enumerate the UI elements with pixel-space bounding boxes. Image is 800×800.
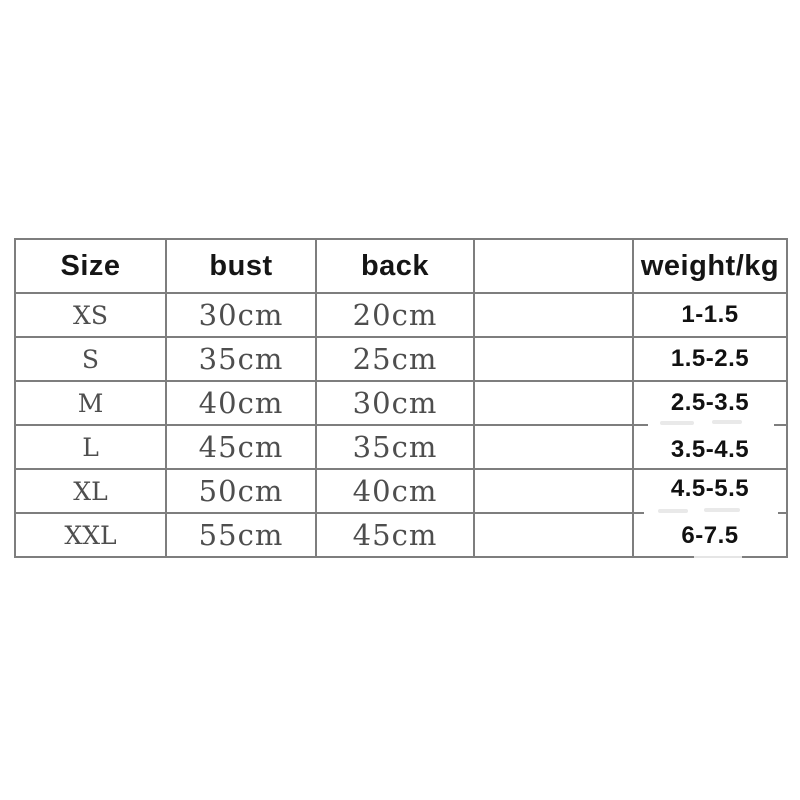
bust-cell: 45cm (165, 424, 317, 470)
weight-cell: 1.5-2.5 (632, 336, 788, 382)
table-row: S 35cm 25cm 1.5-2.5 (14, 336, 788, 382)
whiteout-patch (648, 417, 774, 431)
empty-cell (473, 468, 634, 514)
size-cell: XXL (14, 512, 167, 558)
bust-cell: 55cm (165, 512, 317, 558)
smudge-mark (704, 508, 740, 512)
weight-value: 2.5-3.5 (670, 389, 750, 416)
table-row: M 40cm 30cm 2.5-3.5 (14, 380, 788, 426)
smudge-mark (658, 509, 688, 513)
header-size: Size (14, 238, 167, 294)
weight-cell: 3.5-4.5 (632, 424, 788, 470)
bust-cell: 30cm (165, 292, 317, 338)
table-header-row: Size bust back weight/kg (14, 238, 788, 294)
table-row: L 45cm 35cm 3.5-4.5 (14, 424, 788, 470)
smudge-mark (660, 421, 694, 425)
header-weight: weight/kg (632, 238, 788, 294)
bust-cell: 50cm (165, 468, 317, 514)
back-cell: 25cm (315, 336, 475, 382)
table-row: XL 50cm 40cm 4.5-5.5 (14, 468, 788, 514)
weight-value: 6-7.5 (681, 522, 739, 549)
size-cell: XS (14, 292, 167, 338)
back-cell: 45cm (315, 512, 475, 558)
whiteout-patch (694, 552, 742, 559)
empty-cell (473, 424, 634, 470)
header-empty (473, 238, 634, 294)
back-cell: 35cm (315, 424, 475, 470)
weight-value: 1-1.5 (681, 301, 739, 328)
back-cell: 40cm (315, 468, 475, 514)
size-chart-table: Size bust back weight/kg XS 30cm 20cm 1-… (14, 238, 788, 558)
empty-cell (473, 292, 634, 338)
table-row: XXL 55cm 45cm 6-7.5 (14, 512, 788, 558)
weight-value: 3.5-4.5 (670, 436, 750, 463)
empty-cell (473, 336, 634, 382)
size-cell: S (14, 336, 167, 382)
smudge-mark (712, 420, 742, 424)
size-cell: M (14, 380, 167, 426)
header-back: back (315, 238, 475, 294)
weight-cell: 6-7.5 (632, 512, 788, 558)
table-row: XS 30cm 20cm 1-1.5 (14, 292, 788, 338)
size-cell: L (14, 424, 167, 470)
bust-cell: 40cm (165, 380, 317, 426)
bust-cell: 35cm (165, 336, 317, 382)
header-bust: bust (165, 238, 317, 294)
size-cell: XL (14, 468, 167, 514)
empty-cell (473, 512, 634, 558)
empty-cell (473, 380, 634, 426)
back-cell: 20cm (315, 292, 475, 338)
weight-value: 1.5-2.5 (670, 345, 750, 372)
back-cell: 30cm (315, 380, 475, 426)
weight-value: 4.5-5.5 (670, 475, 750, 502)
weight-cell: 1-1.5 (632, 292, 788, 338)
